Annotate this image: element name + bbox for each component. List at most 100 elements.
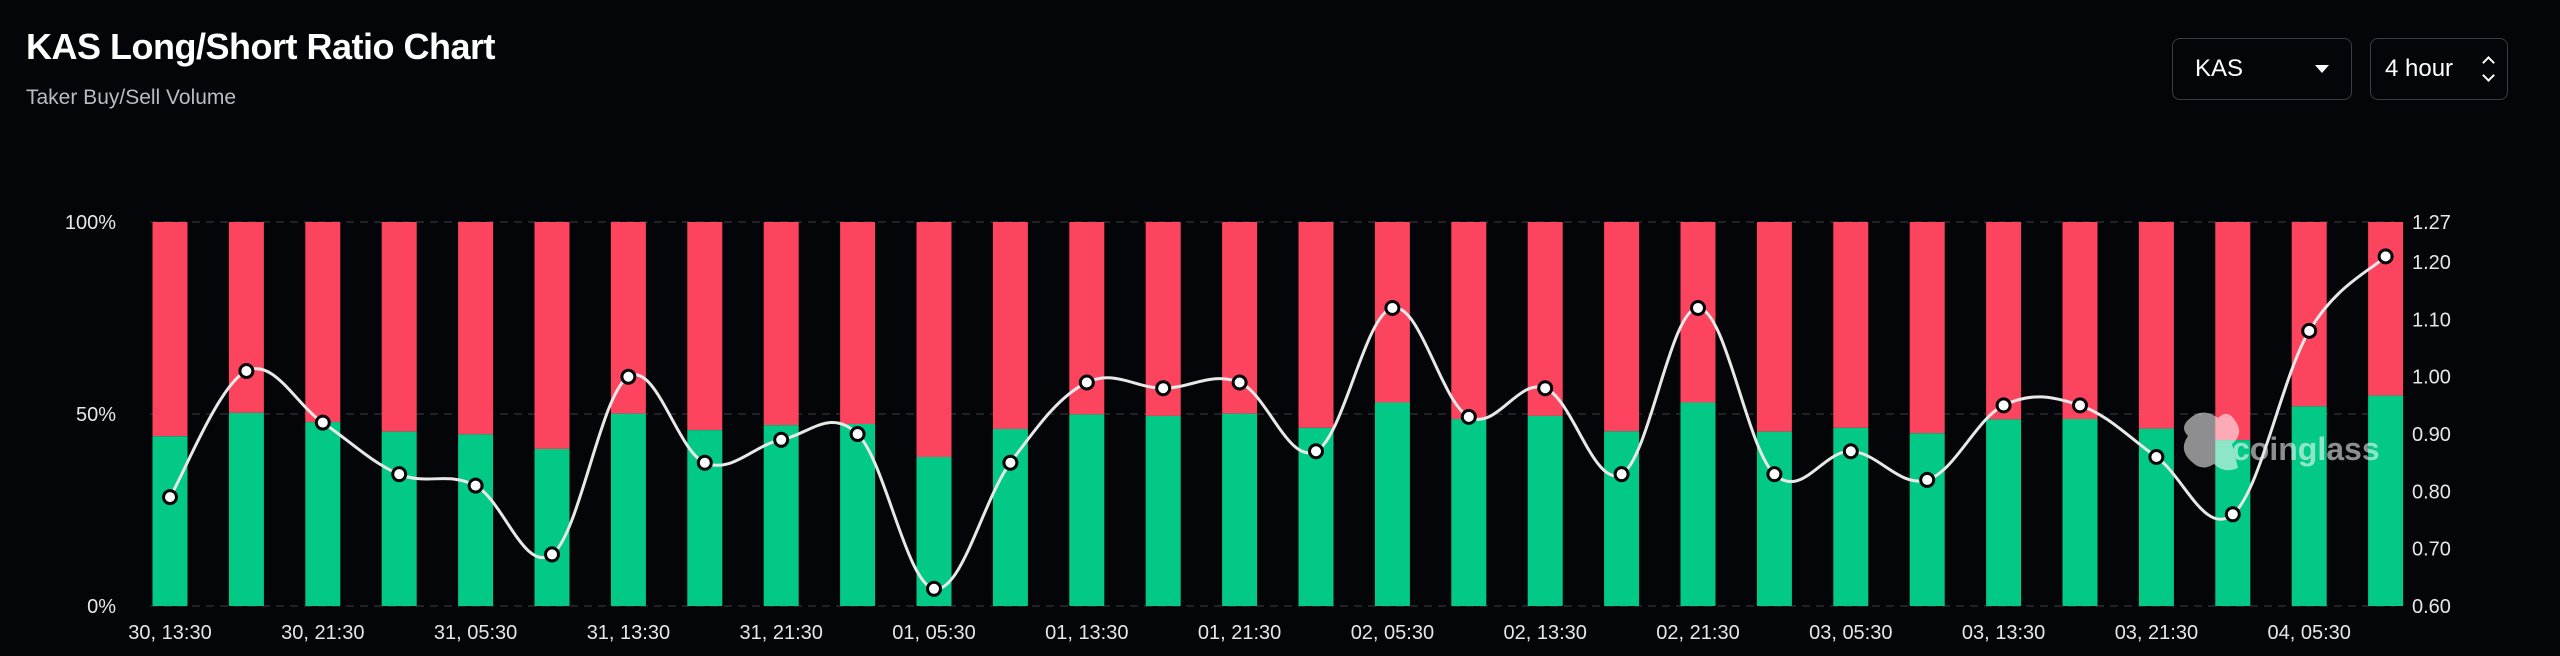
x-tick-label: 03, 13:30 — [1962, 622, 2045, 644]
ratio-point — [1842, 443, 1859, 460]
ratio-point — [467, 477, 484, 494]
x-tick-label: 30, 13:30 — [128, 622, 211, 644]
long-bar — [610, 413, 646, 606]
y-right-tick-label: 0.80 — [2412, 481, 2451, 503]
interval-select-value: 4 hour — [2385, 55, 2454, 82]
x-tick-label: 01, 13:30 — [1045, 622, 1128, 644]
short-bar — [763, 222, 799, 426]
long-bar — [305, 422, 341, 606]
y-right-tick-label: 1.27 — [2412, 212, 2451, 234]
ratio-point — [1995, 397, 2012, 414]
long-bar — [228, 412, 264, 606]
ratio-point — [1155, 380, 1172, 397]
ratio-point — [1460, 408, 1477, 425]
short-bar — [305, 222, 341, 423]
ratio-point — [1078, 374, 1095, 391]
short-bar — [1909, 222, 1945, 434]
long-bar — [1222, 413, 1258, 606]
short-bar — [152, 222, 188, 437]
page-title: KAS Long/Short Ratio Chart — [26, 26, 495, 67]
page-subtitle: Taker Buy/Sell Volume — [26, 86, 237, 109]
y-left-tick-label: 0% — [87, 596, 116, 618]
long-bar — [763, 425, 799, 606]
short-bar — [992, 222, 1028, 429]
y-left-tick-label: 50% — [76, 404, 116, 426]
long-bar — [534, 448, 570, 606]
ratio-point — [773, 431, 790, 448]
ratio-line — [168, 255, 2387, 591]
ratio-point — [1308, 443, 1324, 460]
long-bar — [1451, 418, 1487, 606]
x-tick-label: 03, 05:30 — [1809, 622, 1892, 644]
y-right-tick-label: 0.70 — [2412, 539, 2451, 561]
ratio-point — [1002, 454, 1019, 471]
ratio-point — [1537, 380, 1554, 397]
short-bar — [458, 222, 494, 435]
short-bar — [687, 222, 723, 431]
x-tick-label: 02, 21:30 — [1656, 622, 1739, 644]
ratio-point — [1613, 466, 1630, 483]
x-tick-label: 01, 21:30 — [1198, 622, 1281, 644]
short-bar — [1986, 222, 2022, 420]
ratio-point — [926, 580, 942, 597]
x-tick-label: 02, 13:30 — [1503, 622, 1586, 644]
ratio-point — [2377, 248, 2394, 265]
long-bar — [1374, 402, 1410, 606]
long-bar — [2291, 406, 2327, 606]
y-right-tick-label: 1.20 — [2412, 252, 2451, 274]
short-bar — [2062, 222, 2098, 419]
short-bar — [610, 222, 646, 414]
long-bar — [1986, 419, 2022, 606]
short-bar — [534, 222, 570, 449]
long-bar — [458, 434, 494, 606]
long-bar — [1756, 431, 1792, 606]
long-bar — [1680, 402, 1716, 606]
x-tick-label: 30, 21:30 — [281, 622, 364, 644]
x-tick-label: 31, 05:30 — [434, 622, 517, 644]
long-bar — [2368, 395, 2404, 606]
y-right-tick-label: 1.00 — [2412, 367, 2451, 389]
caret-down-icon — [2315, 65, 2329, 73]
ratio-point — [238, 363, 255, 380]
long-bar — [1527, 415, 1563, 606]
ratio-point — [391, 466, 408, 483]
long-bar — [1069, 414, 1105, 606]
short-bar — [1298, 222, 1334, 428]
short-bar — [2368, 222, 2404, 396]
short-bar — [228, 222, 264, 413]
long-bar — [152, 436, 188, 606]
ratio-point — [849, 426, 866, 443]
long-bar — [2062, 418, 2098, 606]
watermark: coinglass — [2183, 412, 2380, 471]
ratio-point — [1231, 374, 1248, 391]
ratio-point — [2301, 322, 2318, 339]
x-tick-label: 01, 05:30 — [892, 622, 975, 644]
ratio-point — [1690, 299, 1706, 316]
ratio-point — [620, 368, 637, 385]
ratio-point — [2224, 506, 2241, 523]
long-bar — [1145, 415, 1181, 606]
short-bar — [2138, 222, 2174, 429]
long-bar — [1909, 433, 1945, 606]
coin-select[interactable]: KAS — [2172, 38, 2352, 100]
short-bar — [1756, 222, 1792, 432]
x-tick-label: 31, 21:30 — [739, 622, 822, 644]
long-bar — [381, 431, 417, 606]
ratio-point — [1766, 466, 1783, 483]
x-tick-label: 02, 05:30 — [1351, 622, 1434, 644]
ratio-point — [696, 454, 713, 471]
x-tick-label: 31, 13:30 — [587, 622, 670, 644]
ratio-point — [544, 546, 560, 563]
ratio-point — [1384, 299, 1401, 316]
short-bar — [1451, 222, 1487, 419]
interval-select[interactable]: 4 hour — [2370, 38, 2508, 100]
short-bar — [1604, 222, 1640, 432]
ratio-point — [314, 414, 331, 431]
ratio-point — [1919, 471, 1936, 488]
y-right-tick-label: 1.10 — [2412, 309, 2451, 331]
short-bar — [840, 222, 876, 424]
short-bar — [916, 222, 952, 458]
ratio-point — [2072, 397, 2088, 414]
coinglass-logo-icon — [2183, 412, 2240, 471]
ratio-point — [162, 489, 178, 506]
